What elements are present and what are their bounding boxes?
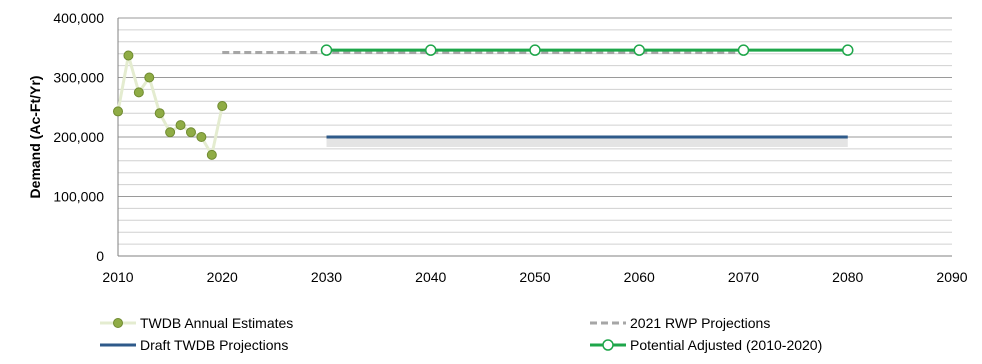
legend-label: Potential Adjusted (2010-2020)	[630, 337, 822, 353]
data-point-twdb-annual-estimates	[217, 101, 228, 112]
x-tick-label: 2080	[832, 269, 863, 285]
y-tick-label: 300,000	[53, 70, 104, 86]
axes	[117, 18, 952, 257]
x-tick-label: 2070	[728, 269, 759, 285]
legend: TWDB Annual Estimates 2021 RWP Projection…	[100, 315, 822, 353]
data-point-potential-adjusted	[737, 44, 750, 56]
legend-marker-twdb-annual-estimates	[113, 318, 123, 328]
data-point-twdb-annual-estimates	[206, 149, 217, 160]
data-point-potential-adjusted	[529, 44, 541, 56]
data-point-twdb-annual-estimates	[185, 127, 196, 138]
data-point-twdb-annual-estimates	[165, 127, 176, 138]
series-layer	[113, 44, 854, 160]
data-point-potential-adjusted	[320, 44, 333, 56]
y-axis-title: Demand (Ac-Ft/Yr)	[27, 76, 43, 199]
x-tick-label: 2090	[936, 269, 967, 285]
legend-label: Draft TWDB Projections	[140, 337, 288, 353]
legend-marker-potential-adjusted	[602, 339, 614, 351]
y-tick-label: 200,000	[53, 129, 104, 145]
draft-projection-shadow	[326, 138, 848, 147]
y-tick-label: 100,000	[53, 189, 104, 205]
data-point-potential-adjusted	[425, 44, 437, 56]
data-point-twdb-annual-estimates	[175, 120, 186, 131]
data-point-twdb-annual-estimates	[123, 50, 134, 61]
x-tick-label: 2060	[624, 269, 655, 285]
x-tick-label: 2040	[415, 269, 446, 285]
x-tick-label: 2050	[519, 269, 550, 285]
legend-label: 2021 RWP Projections	[630, 315, 770, 331]
data-point-twdb-annual-estimates	[154, 108, 165, 119]
x-tick-label: 2010	[102, 269, 133, 285]
data-point-twdb-annual-estimates	[144, 72, 155, 83]
tick-labels: 2010 2020 2030 2040 2050 2060 2070 2080 2090 0 100…	[53, 10, 967, 285]
data-point-potential-adjusted	[633, 44, 645, 56]
series-line-twdb-annual-estimates	[116, 55, 224, 159]
x-tick-label: 2030	[311, 269, 342, 285]
x-tick-label: 2020	[207, 269, 238, 285]
data-point-potential-adjusted	[842, 44, 854, 56]
data-point-twdb-annual-estimates	[113, 106, 123, 117]
data-point-twdb-annual-estimates	[133, 87, 144, 98]
legend-label: TWDB Annual Estimates	[140, 315, 293, 331]
y-tick-label: 400,000	[53, 10, 104, 26]
y-tick-label: 0	[96, 248, 104, 264]
data-point-twdb-annual-estimates	[196, 132, 207, 142]
